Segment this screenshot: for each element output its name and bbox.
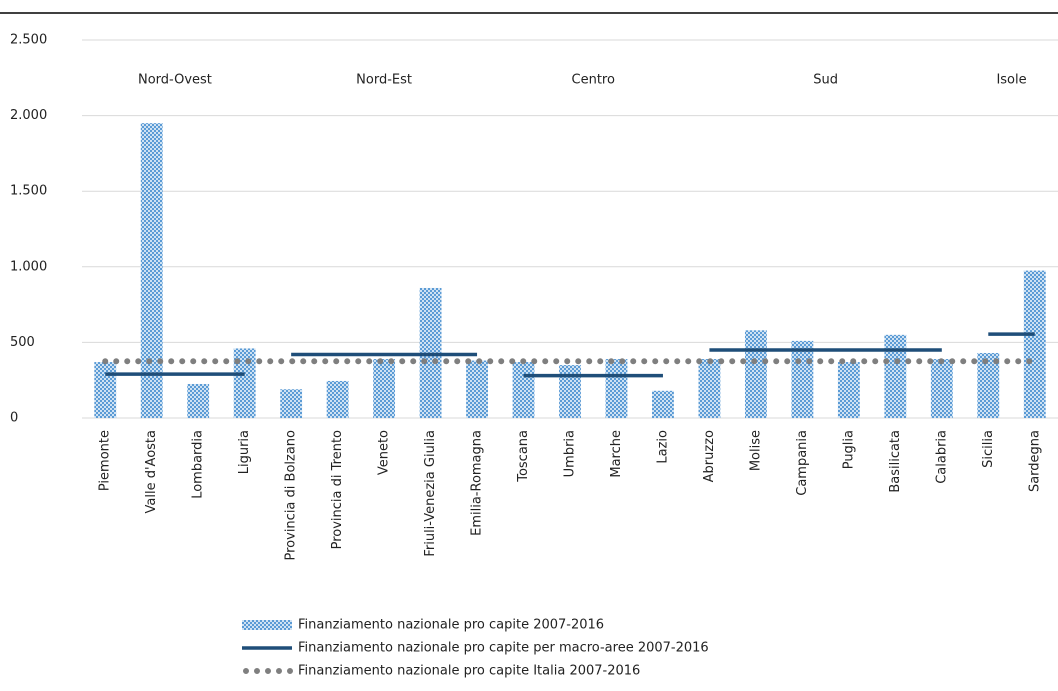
y-tick-label: 2.000 <box>10 108 47 123</box>
group-label: Sud <box>813 73 838 88</box>
bar <box>326 380 349 418</box>
bar <box>791 340 814 418</box>
bar <box>698 359 721 418</box>
legend-label: Finanziamento nazionale pro capite Itali… <box>298 664 640 679</box>
x-tick-label: Campania <box>795 430 810 496</box>
x-tick-label: Provincia di Bolzano <box>284 430 299 561</box>
group-label: Centro <box>572 73 615 88</box>
x-tick-label: Sardegna <box>1027 430 1042 492</box>
x-tick-label: Calabria <box>934 430 949 484</box>
x-tick-label: Puglia <box>841 430 856 469</box>
x-tick-label: Lazio <box>655 430 670 464</box>
bar <box>884 334 907 418</box>
bar <box>373 359 396 418</box>
x-tick-label: Marche <box>609 430 624 478</box>
x-tick-label: Emilia-Romagna <box>470 430 485 536</box>
bar <box>140 123 163 418</box>
bar <box>94 362 117 418</box>
macro-area-line <box>105 332 1035 378</box>
legend-swatch <box>242 620 292 630</box>
x-tick-label: Sicilia <box>981 430 996 468</box>
group-label: Nord-Ovest <box>138 73 212 88</box>
x-tick-label: Basilicata <box>888 430 903 493</box>
bar <box>837 362 860 418</box>
y-tick-label: 1.500 <box>10 184 47 199</box>
bar <box>466 360 488 418</box>
x-tick-label: Abruzzo <box>702 430 717 482</box>
bar <box>930 359 953 418</box>
bar <box>233 348 256 418</box>
bar <box>512 362 535 418</box>
y-tick-label: 1.000 <box>10 259 47 274</box>
legend-label: Finanziamento nazionale pro capite 2007-… <box>298 618 604 633</box>
bar <box>605 359 628 418</box>
bar <box>187 383 210 418</box>
legend-label: Finanziamento nazionale pro capite per m… <box>298 641 709 656</box>
group-label: Isole <box>996 73 1026 88</box>
group-label: Nord-Est <box>356 73 412 88</box>
bar <box>744 330 767 418</box>
bar <box>559 365 581 418</box>
y-tick-label: 0 <box>10 411 18 426</box>
x-tick-label: Lombardia <box>191 430 206 499</box>
x-tick-label: Provincia di Trento <box>330 430 345 549</box>
bar <box>977 352 1000 418</box>
bar <box>1023 270 1046 418</box>
y-tick-label: 500 <box>10 335 35 350</box>
bar <box>280 389 303 418</box>
x-tick-label: Umbria <box>563 430 578 477</box>
x-tick-label: Veneto <box>377 430 392 475</box>
bar <box>652 390 674 418</box>
x-tick-label: Valle d'Aosta <box>144 430 159 513</box>
x-tick-label: Piemonte <box>98 430 113 491</box>
x-tick-label: Toscana <box>516 430 531 483</box>
x-tick-label: Molise <box>748 430 763 471</box>
x-tick-label: Liguria <box>237 430 252 474</box>
x-tick-label: Friuli-Venezia Giulia <box>423 430 438 557</box>
y-tick-label: 2.500 <box>10 33 47 48</box>
